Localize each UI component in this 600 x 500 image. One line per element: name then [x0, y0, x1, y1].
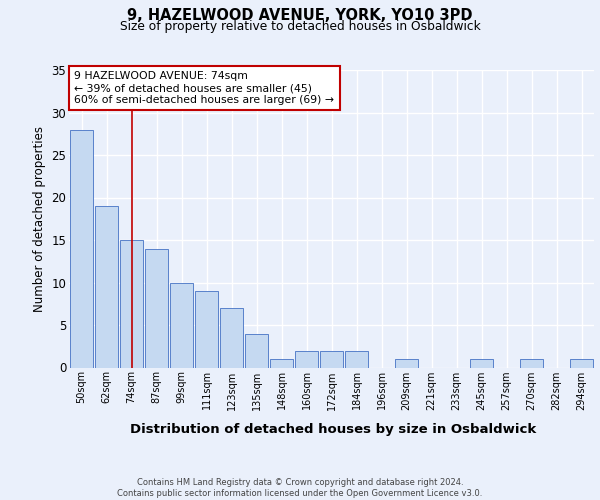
Bar [470, 359, 493, 368]
Bar [295, 350, 318, 368]
Bar [320, 350, 343, 368]
Bar [70, 130, 93, 368]
Bar [245, 334, 268, 368]
Bar [520, 359, 543, 368]
Bar [170, 282, 193, 368]
Text: 9 HAZELWOOD AVENUE: 74sqm
← 39% of detached houses are smaller (45)
60% of semi-: 9 HAZELWOOD AVENUE: 74sqm ← 39% of detac… [74, 72, 334, 104]
Bar [570, 359, 593, 368]
Y-axis label: Number of detached properties: Number of detached properties [33, 126, 46, 312]
Bar [345, 350, 368, 368]
Bar [395, 359, 418, 368]
Bar [145, 248, 168, 368]
Text: 9, HAZELWOOD AVENUE, YORK, YO10 3PD: 9, HAZELWOOD AVENUE, YORK, YO10 3PD [127, 8, 473, 22]
Bar [95, 206, 118, 368]
Bar [270, 359, 293, 368]
Bar [220, 308, 243, 368]
Text: Distribution of detached houses by size in Osbaldwick: Distribution of detached houses by size … [130, 422, 536, 436]
Text: Contains HM Land Registry data © Crown copyright and database right 2024.
Contai: Contains HM Land Registry data © Crown c… [118, 478, 482, 498]
Bar [195, 291, 218, 368]
Text: Size of property relative to detached houses in Osbaldwick: Size of property relative to detached ho… [119, 20, 481, 33]
Bar [120, 240, 143, 368]
